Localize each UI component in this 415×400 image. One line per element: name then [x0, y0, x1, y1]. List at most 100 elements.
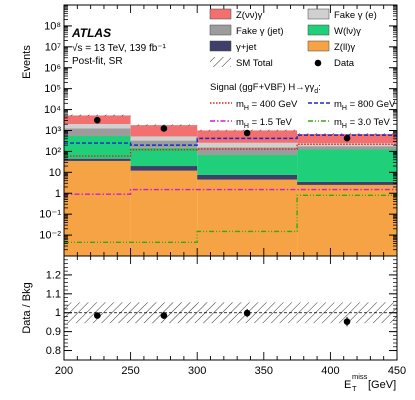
- data-points: [94, 116, 351, 142]
- signal-legend-text-3: = 3.0 TeV: [347, 117, 391, 128]
- stack-bar-3-2: [197, 147, 298, 155]
- legend: Z(νν)γ Fake γ (e) Fake γ (jet) W(lν)γ γ+jet D…: [209, 8, 396, 130]
- stack-bar-1-2: [197, 174, 298, 180]
- signal-legend-m-2: m: [236, 117, 244, 128]
- stack-bar-2-2: [197, 154, 298, 175]
- stack-bar-0-0: [64, 160, 131, 256]
- sm-total-band-3: [297, 133, 397, 135]
- x-tick-label-1: 250: [121, 365, 139, 377]
- signal-legend-text-1: = 800 GeV: [347, 99, 396, 110]
- y-axis-title-bottom: Data / Bkg: [21, 282, 33, 333]
- legend-swatch-sm: [210, 57, 231, 67]
- signal-line-3: [64, 194, 397, 244]
- signal-legend-title: Signal (ggF+VBF) H→γγd:: [210, 82, 321, 95]
- y-tick-label-5: 10³: [45, 125, 61, 137]
- y-tick-label-10: 10⁸: [44, 20, 61, 32]
- ratio-y-tick-label-3: 1.1: [46, 288, 61, 300]
- ratio-y-tick-label-1: 0.9: [46, 326, 61, 338]
- x-tick-label-4: 400: [321, 365, 339, 377]
- x-tick-label-3: 350: [255, 365, 273, 377]
- stack-bar-2-3: [297, 149, 397, 182]
- stack-bar-4-0: [64, 124, 131, 129]
- region-label: Post-fit, SR: [72, 56, 123, 67]
- y-tick-label-1: 10⁻¹: [39, 209, 61, 221]
- ratio-y-tick-label-0: 0.8: [46, 345, 61, 357]
- legend-label-sm-total: SM Total: [236, 58, 273, 69]
- ratio-y-tick-label-4: 1.2: [46, 269, 61, 281]
- data-point-3: [343, 134, 351, 142]
- legend-label-3: W(lν)γ: [334, 26, 361, 37]
- ratio-point-1: [160, 312, 168, 319]
- stack-bar-1-3: [297, 181, 397, 185]
- stack-bar-0-2: [197, 179, 298, 256]
- ratio-point-2: [243, 309, 251, 317]
- stack-bar-3-1: [130, 140, 198, 148]
- sm-total-band-0: [64, 114, 131, 117]
- legend-swatch-3: [307, 24, 330, 36]
- stack-bar-1-0: [64, 158, 131, 161]
- ratio-point-0: [94, 312, 101, 319]
- legend-swatch-zll: [307, 40, 330, 52]
- x-axis-title-unit: [GeV]: [368, 379, 396, 391]
- data-point-2: [243, 129, 251, 137]
- bottom-frame: [63, 255, 398, 361]
- stack-bar-4-1: [130, 136, 198, 141]
- top-axes: 10⁻² 10⁻¹ 1 10 10² 10³ 10⁴ 10⁵ 10⁶ 10⁷ 10⁸: [39, 5, 398, 256]
- stack-bar-3-3: [297, 146, 397, 150]
- signal-legend-text-0: = 400 GeV: [249, 99, 298, 110]
- stack-bar-5-2: [197, 130, 298, 143]
- bottom-axes: 0.8 0.9 1 1.1 1.2 200 250 300 350 400 450: [46, 256, 406, 377]
- legend-label-0: Z(νν)γ: [236, 10, 263, 21]
- signal-legend-m-1: m: [334, 99, 342, 110]
- legend-data-marker: [314, 59, 322, 67]
- energy-lumi-label: √s = 13 TeV, 139 fb⁻¹: [72, 42, 167, 54]
- signal-line-0: [64, 143, 397, 157]
- signal-legend-title-colon: :: [318, 82, 321, 93]
- signal-legend-sub-2: H: [244, 123, 249, 130]
- signal-legend-text-2: = 1.5 TeV: [249, 117, 293, 128]
- signal-legend-sub-1: H: [342, 105, 347, 112]
- legend-swatch-1: [307, 8, 330, 20]
- x-tick-label-5: 450: [388, 365, 406, 377]
- y-tick-label-8: 10⁶: [44, 62, 61, 74]
- y-tick-label-3: 10: [49, 167, 61, 179]
- legend-label-data: Data: [334, 58, 355, 69]
- y-tick-label-2: 1: [55, 188, 61, 200]
- signal-legend-sub-0: H: [244, 105, 249, 112]
- x-axis-title-main: E: [344, 379, 351, 391]
- legend-label-zll: Z(ll)γ: [334, 42, 355, 53]
- stack-bar-0-3: [297, 184, 397, 256]
- signal-legend-label-3: mH = 3.0 TeV: [334, 117, 391, 130]
- legend-swatch-2: [209, 24, 232, 36]
- signal-legend-title-sub: d: [314, 88, 318, 95]
- x-tick-label-2: 300: [188, 365, 206, 377]
- legend-label-4: γ+jet: [236, 42, 257, 53]
- signal-legend-label-0: mH = 400 GeV: [236, 99, 298, 112]
- ratio-band-3: [297, 302, 397, 324]
- atlas-label: ATLAS: [71, 26, 111, 40]
- data-point-1: [160, 125, 168, 132]
- ratio-y-tick-label-2: 1: [55, 307, 61, 319]
- y-tick-label-9: 10⁷: [45, 41, 61, 53]
- legend-swatch-0: [209, 8, 232, 20]
- stack-bar-1-1: [130, 166, 198, 171]
- y-axis-title-top: Events: [21, 45, 33, 79]
- signal-legend-m-3: m: [334, 117, 342, 128]
- ratio-points: [94, 308, 351, 327]
- signal-line-2: [64, 188, 397, 195]
- y-tick-label-4: 10²: [45, 146, 61, 158]
- x-axis-title-sup: miss: [352, 372, 368, 381]
- data-point-0: [94, 116, 101, 124]
- y-tick-label-0: 10⁻²: [39, 230, 61, 242]
- y-tick-label-7: 10⁵: [44, 83, 61, 95]
- legend-label-1: Fake γ (e): [334, 10, 377, 21]
- stack-bar-3-0: [64, 128, 131, 137]
- stack-bar-4-2: [197, 142, 298, 148]
- legend-swatch-4: [209, 40, 232, 52]
- signal-legend-sub-3: H: [342, 123, 347, 130]
- x-axis-title: E T miss [GeV]: [344, 372, 396, 393]
- stack-bar-2-0: [64, 136, 131, 159]
- signal-histograms: [64, 134, 397, 244]
- x-tick-label-0: 200: [55, 365, 73, 377]
